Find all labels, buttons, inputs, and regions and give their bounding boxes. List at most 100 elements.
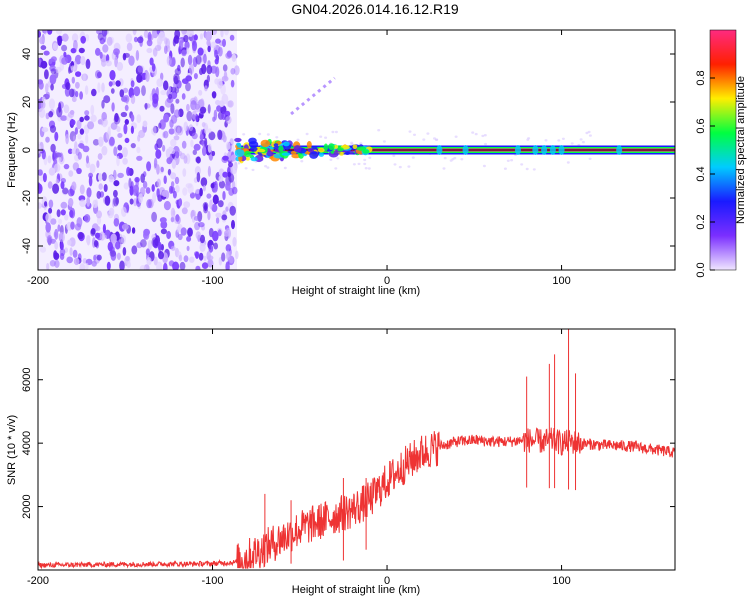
noise-speck [113,48,120,56]
noise-speck [70,65,76,71]
noise-speck [195,156,201,164]
noise-speck [443,156,447,160]
noise-speck [113,180,120,187]
noise-speck [67,239,72,246]
noise-speck [222,135,227,143]
noise-speck [202,146,207,157]
wobble-blob [318,152,324,157]
noise-speck [68,170,74,177]
noise-speck [117,172,124,179]
noise-speck [199,133,204,141]
y-tick-label: 2000 [21,494,33,518]
noise-speck [38,202,42,209]
noise-speck [189,256,195,263]
noise-speck [199,33,204,40]
y-tick-label: -40 [21,238,33,254]
noise-speck [131,245,138,255]
noise-speck [191,40,198,52]
noise-speck [123,182,129,190]
noise-speck [266,166,270,169]
noise-speck [203,124,209,135]
noise-speck [70,119,76,126]
noise-speck [363,158,367,162]
noise-speck [38,169,43,176]
noise-speck [506,159,510,162]
noise-speck [195,231,201,240]
wobble-blob [290,150,297,155]
wobble-blob [339,152,344,156]
noise-speck [187,227,193,237]
noise-speck [48,98,56,110]
noise-speck [220,83,226,95]
noise-speck [85,34,90,42]
noise-speck [393,163,397,166]
noise-speck [130,80,135,88]
noise-speck [183,155,188,164]
snr-frame [37,328,676,571]
x-tick-label: -200 [27,575,49,587]
noise-speck [58,102,62,113]
noise-speck [137,134,141,142]
signal-spot [549,145,556,155]
noise-speck [191,132,198,140]
noise-speck [48,207,53,214]
noise-speck [195,113,199,122]
noise-speck [119,260,125,270]
noise-speck [40,45,47,51]
noise-speck [173,75,178,85]
snr-panel: -200 -100 0 100 2000 4000 6000 Height of stra… [6,328,676,596]
colorbar-tick-label: 0.0 [695,262,707,277]
noise-speck [163,113,170,123]
noise-speck [364,167,368,170]
x-tick-label: -100 [202,575,224,587]
noise-speck [163,262,168,270]
noise-speck [109,250,117,257]
wobble-blob [273,143,279,147]
noise-speck [48,58,53,65]
noise-speck [116,61,124,71]
noise-speck [203,53,207,64]
noise-speck [60,242,64,251]
noise-speck [195,55,202,65]
noise-speck [232,236,237,247]
noise-speck [211,203,218,213]
noise-speck [61,33,69,42]
noise-speck [98,173,103,182]
noise-speck [106,130,111,141]
noise-speck [52,42,58,51]
noise-speck [229,205,236,216]
noise-speck [163,200,171,211]
noise-speck [130,114,135,122]
noise-speck [214,58,219,65]
noise-speck [264,165,268,168]
noise-speck [170,172,177,180]
noise-speck [207,128,212,134]
noise-speck [60,209,66,216]
noise-speck [215,66,220,78]
noise-speck [207,259,214,268]
noise-speck [178,198,183,207]
noise-speck [206,193,212,199]
signal-spot [541,145,548,155]
chart-title: GN04.2026.014.16.12.R19 [291,1,459,17]
noise-speck [144,102,148,110]
noise-speck [113,146,118,156]
noise-speck [588,157,592,160]
noise-speck [54,241,59,250]
noise-speck [275,136,279,139]
noise-speck [122,157,128,165]
wobble-blob [250,156,258,162]
noise-speck [203,205,209,214]
noise-speck [115,240,121,250]
noise-speck [82,73,87,82]
noise-speck [92,139,100,146]
noise-speck [173,135,180,141]
noise-speck [231,186,238,195]
noise-speck [84,115,90,121]
noise-speck [91,88,97,97]
noise-speck [334,167,338,170]
noise-speck [76,119,82,130]
noise-speck [44,69,49,80]
noise-speck [40,60,48,69]
noise-speck [215,212,222,218]
